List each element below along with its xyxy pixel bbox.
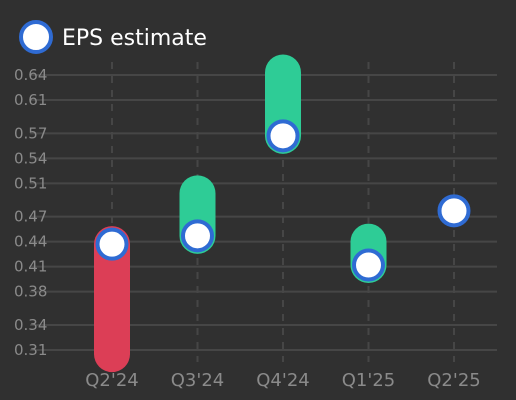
y-tick-label: 0.51	[14, 174, 47, 192]
estimate-point[interactable]	[437, 194, 471, 228]
legend-label: EPS estimate	[62, 26, 207, 51]
x-tick-label: Q2'25	[427, 370, 480, 391]
x-tick-label: Q4'24	[256, 370, 309, 391]
y-tick-label: 0.34	[14, 316, 47, 334]
x-axis-ticks: Q2'24 Q3'24 Q4'24 Q1'25 Q2'25	[85, 370, 480, 391]
y-tick-label: 0.41	[14, 258, 47, 276]
y-tick-label: 0.47	[14, 208, 47, 226]
x-tick-label: Q3'24	[171, 370, 224, 391]
y-tick-label: 0.54	[14, 149, 47, 167]
y-tick-label: 0.44	[14, 233, 47, 251]
y-tick-label: 0.31	[14, 341, 47, 359]
y-axis-ticks: 0.31 0.34 0.38 0.41 0.44 0.47 0.51 0.54 0.57 0.61…	[14, 66, 47, 359]
estimate-point[interactable]	[181, 219, 214, 253]
y-tick-label: 0.64	[14, 66, 47, 84]
legend[interactable]: EPS estimate	[19, 20, 207, 54]
y-tick-label: 0.61	[14, 91, 47, 109]
range-bar	[94, 226, 130, 373]
estimate-points	[95, 119, 471, 282]
x-tick-label: Q1'25	[342, 370, 395, 391]
y-tick-label: 0.38	[14, 283, 47, 301]
x-tick-label: Q2'24	[85, 370, 138, 391]
legend-marker	[19, 20, 53, 54]
y-tick-label: 0.57	[14, 124, 47, 142]
estimate-point[interactable]	[266, 119, 300, 153]
estimate-point[interactable]	[95, 227, 129, 261]
estimate-point[interactable]	[352, 248, 385, 282]
